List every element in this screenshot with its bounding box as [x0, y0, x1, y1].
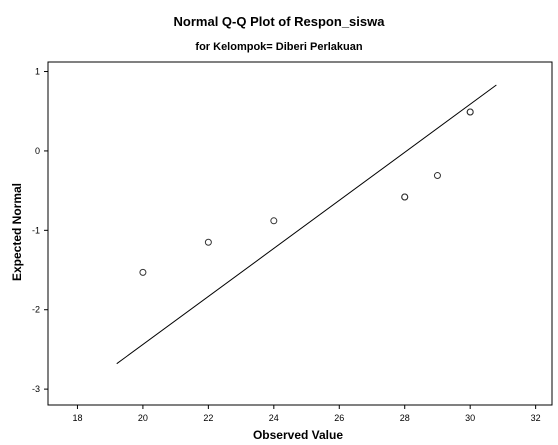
y-tick-label: -1	[32, 225, 40, 235]
data-point	[466, 108, 474, 116]
data-point	[433, 172, 441, 180]
y-tick-label: 0	[35, 146, 40, 156]
y-tick-label: 1	[35, 67, 40, 77]
y-tick-label: -3	[32, 384, 40, 394]
x-tick-label: 18	[72, 413, 82, 423]
reference-line	[116, 84, 497, 365]
x-tick-label: 28	[400, 413, 410, 423]
y-axis-ticks: 1 0 -1 -2 -3	[32, 67, 48, 394]
x-tick-label: 26	[334, 413, 344, 423]
x-tick-label: 20	[138, 413, 148, 423]
x-axis-ticks: 18 20 22 24 26 28 30 32	[72, 405, 541, 423]
chart-subtitle: for Kelompok= Diberi Perlakuan	[195, 41, 362, 53]
x-tick-label: 22	[203, 413, 213, 423]
plot-area: 18 20 22 24 26 28 30 32 1 0 -1 -2 -3	[32, 61, 553, 423]
x-tick-label: 30	[465, 413, 475, 423]
y-axis-label: Expected Normal	[10, 183, 24, 281]
plot-frame	[47, 61, 553, 406]
data-point	[401, 193, 409, 201]
data-points	[139, 108, 474, 276]
y-tick-label: -2	[32, 305, 40, 315]
x-axis-label: Observed Value	[253, 428, 343, 442]
data-point	[139, 268, 147, 276]
x-tick-label: 24	[269, 413, 279, 423]
data-point	[204, 238, 212, 246]
data-point	[270, 217, 278, 225]
x-tick-label: 32	[531, 413, 541, 423]
chart-title: Normal Q-Q Plot of Respon_siswa	[174, 14, 386, 29]
